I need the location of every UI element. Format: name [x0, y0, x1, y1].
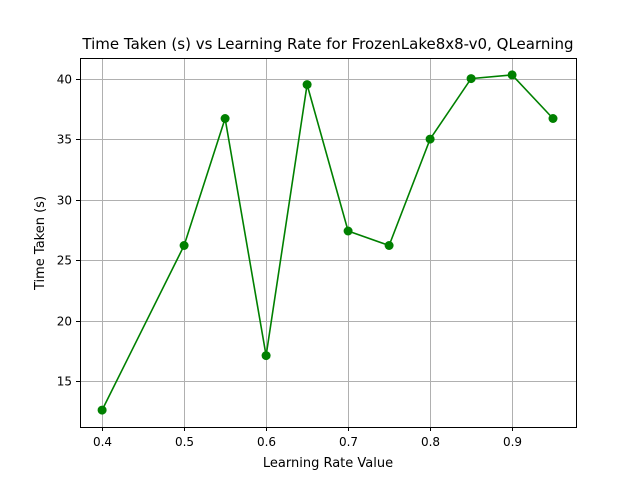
- data-point: [384, 241, 394, 250]
- y-tick-label: 20: [57, 315, 72, 329]
- y-tick-label: 35: [57, 133, 72, 147]
- data-point: [97, 405, 107, 415]
- grid: [80, 58, 576, 427]
- data-point: [220, 114, 230, 123]
- x-tick-label: 0.8: [421, 435, 440, 449]
- x-axis-label: Learning Rate Value: [263, 456, 393, 471]
- x-tick-label: 0.7: [339, 435, 358, 449]
- data-point: [548, 114, 558, 123]
- chart-title: Time Taken (s) vs Learning Rate for Froz…: [81, 35, 573, 53]
- data-point: [179, 241, 189, 250]
- x-tick-label: 0.9: [503, 435, 522, 449]
- x-tick-label: 0.5: [175, 435, 194, 449]
- x-tick-label: 0.4: [93, 435, 112, 449]
- x-tick-label: 0.6: [257, 435, 276, 449]
- series-line: [101, 74, 554, 411]
- data-point: [425, 134, 435, 144]
- data-point: [466, 74, 476, 84]
- y-tick-label: 40: [57, 73, 72, 87]
- data-point: [261, 351, 271, 361]
- ticks: 0.4 0.5 0.6 0.7 0.8 0.9 15 20 25 30 35 40: [57, 73, 522, 450]
- data-point: [507, 70, 517, 80]
- y-tick-label: 15: [57, 375, 72, 389]
- y-axis-label: Time Taken (s): [33, 196, 48, 291]
- y-tick-label: 30: [57, 194, 72, 208]
- data-point: [343, 226, 353, 236]
- y-tick-label: 25: [57, 254, 72, 268]
- plot-frame: [80, 58, 577, 428]
- series-layer: [97, 70, 558, 415]
- data-point: [302, 80, 312, 90]
